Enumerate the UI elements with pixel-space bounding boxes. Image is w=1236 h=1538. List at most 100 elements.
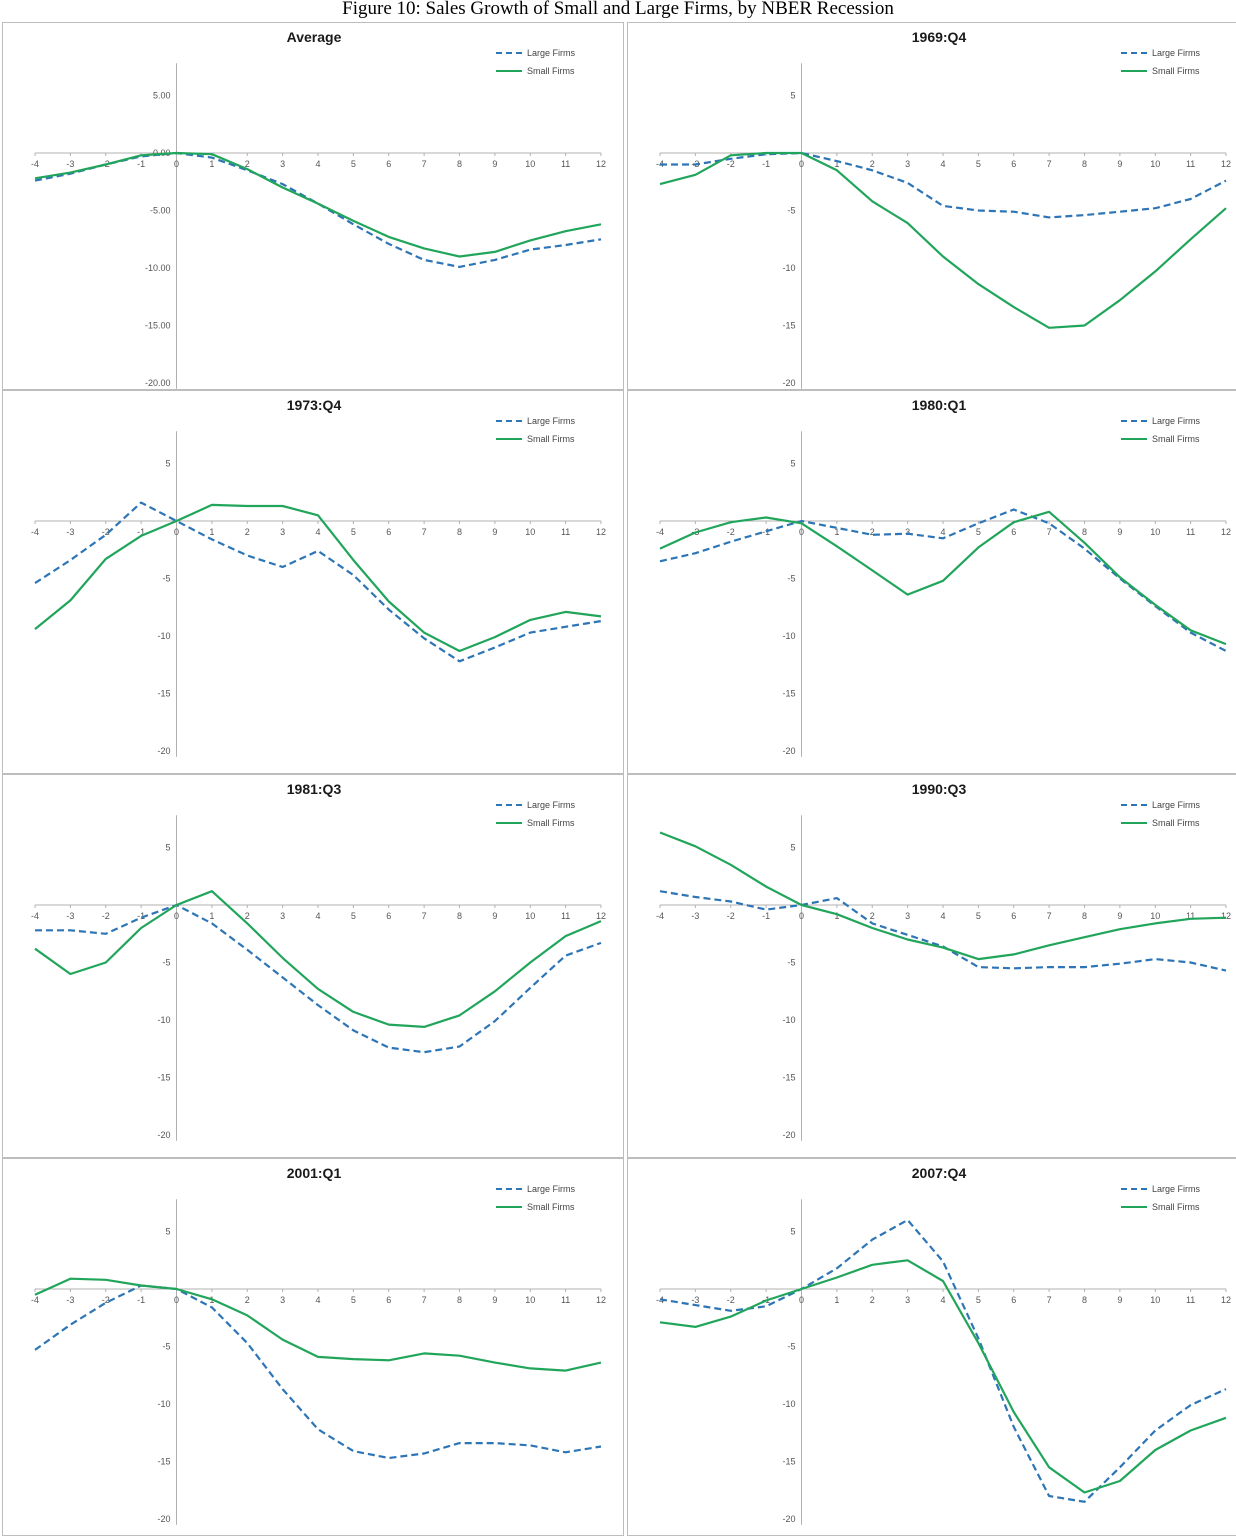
x-tick-label: 7 xyxy=(422,911,427,921)
x-tick-label: 2 xyxy=(245,911,250,921)
y-tick-label: -15 xyxy=(782,321,795,331)
x-tick-label: -3 xyxy=(691,1295,699,1305)
y-tick-label: 5 xyxy=(790,459,795,469)
y-tick-label: -5 xyxy=(162,958,170,968)
x-tick-label: -3 xyxy=(66,1295,74,1305)
x-tick-label: 9 xyxy=(492,527,497,537)
x-tick-label: 7 xyxy=(1047,527,1052,537)
chart-title: 1973:Q4 xyxy=(287,397,342,413)
chart-title: 2007:Q4 xyxy=(912,1165,967,1181)
x-tick-label: 3 xyxy=(905,1295,910,1305)
large-firms-line xyxy=(35,903,602,1054)
x-tick-label: 4 xyxy=(315,911,320,921)
x-tick-label: -2 xyxy=(727,911,735,921)
y-tick-label: -15.00 xyxy=(145,321,171,331)
y-tick-label: -15 xyxy=(157,1457,170,1467)
x-tick-label: 5 xyxy=(351,1295,356,1305)
y-tick-label: -10 xyxy=(782,1399,795,1409)
y-tick-label: -5.00 xyxy=(150,206,171,216)
x-tick-label: 0 xyxy=(174,1295,179,1305)
large-firms-line xyxy=(659,1218,1227,1503)
y-tick-label: -5 xyxy=(162,1342,170,1352)
x-tick-label: 4 xyxy=(940,527,945,537)
x-tick-label: 4 xyxy=(940,911,945,921)
x-tick-label: 3 xyxy=(280,911,285,921)
x-tick-label: 9 xyxy=(1117,911,1122,921)
x-tick-label: -2 xyxy=(727,527,735,537)
x-tick-label: 11 xyxy=(1186,1295,1195,1305)
y-tick-label: -10 xyxy=(782,263,795,273)
x-tick-label: 12 xyxy=(596,159,606,169)
x-tick-label: 6 xyxy=(386,527,391,537)
large-firms-line xyxy=(660,151,1227,219)
figure-title: Figure 10: Sales Growth of Small and Lar… xyxy=(342,0,894,19)
y-tick-label: -5 xyxy=(787,1342,795,1352)
x-tick-label: 7 xyxy=(1047,1295,1052,1305)
y-tick-label: -10 xyxy=(782,1015,795,1025)
chart-panel: 1990:Q3 5 -5 -10 -15 -20 -4 -3 -2 -1 0 1 2 3 4 5 6 7 8 9 10 1… xyxy=(627,774,1236,1158)
y-tick-label: -5 xyxy=(787,958,795,968)
chart-panel: 1980:Q1 5 -5 -10 -15 -20 -4 -3 -2 -1 0 1 2 3 4 5 6 7 8 9 10 1… xyxy=(627,390,1236,774)
x-tick-label: 12 xyxy=(596,527,606,537)
x-tick-label: 11 xyxy=(561,911,570,921)
y-tick-label: -10 xyxy=(157,1015,170,1025)
x-tick-label: 6 xyxy=(386,1295,391,1305)
x-tick-label: 4 xyxy=(940,1295,945,1305)
line-chart: 1981:Q35-5-10-15-20-4 -3 -2 -1 0 1 2 3 4 5 6 7 8 9 10 1… xyxy=(31,781,606,1141)
y-tick-label: -20 xyxy=(157,1514,170,1524)
y-tick-label: -20.00 xyxy=(145,378,171,388)
x-tick-label: -2 xyxy=(727,159,735,169)
legend-label: Large Firms xyxy=(1152,800,1201,810)
line-chart: 1990:Q35-5-10-15-20-4 -3 -2 -1 0 1 2 3 4 5 6 7 8 9 10 1… xyxy=(656,781,1231,1141)
legend-label: Small Firms xyxy=(527,818,575,828)
legend-label: Large Firms xyxy=(527,48,576,58)
y-tick-label: -5 xyxy=(787,574,795,584)
x-tick-label: 9 xyxy=(492,911,497,921)
x-tick-label: 2 xyxy=(870,911,875,921)
y-tick-label: -15 xyxy=(157,1073,170,1083)
x-tick-label: 11 xyxy=(561,527,570,537)
y-tick-label: -10 xyxy=(782,631,795,641)
x-tick-label: 0 xyxy=(799,1295,804,1305)
small-firms-line xyxy=(659,831,1227,961)
x-tick-label: 0 xyxy=(799,159,804,169)
x-tick-label: -3 xyxy=(66,159,74,169)
x-tick-label: 2 xyxy=(245,1295,250,1305)
x-tick-label: 10 xyxy=(525,159,535,169)
x-tick-label: 0 xyxy=(174,159,179,169)
x-tick-label: 1 xyxy=(209,527,214,537)
chart-title: 1969:Q4 xyxy=(912,29,967,45)
x-tick-label: 8 xyxy=(1082,911,1087,921)
x-tick-label: 7 xyxy=(422,1295,427,1305)
x-tick-label: -1 xyxy=(137,159,145,169)
x-tick-label: 7 xyxy=(422,159,427,169)
legend-label: Large Firms xyxy=(527,416,576,426)
x-tick-label: -1 xyxy=(137,911,145,921)
x-tick-label: 1 xyxy=(209,159,214,169)
x-tick-label: 0 xyxy=(174,911,179,921)
x-tick-label: 2 xyxy=(870,527,875,537)
x-tick-label: -3 xyxy=(66,911,74,921)
x-tick-label: 3 xyxy=(280,1295,285,1305)
legend-label: Large Firms xyxy=(527,800,576,810)
small-firms-line xyxy=(34,890,602,1028)
chart-panel: 2001:Q1 5 -5 -10 -15 -20 -4 -3 -2 -1 0 1 2 3 4 5 6 7 8 9 10 1… xyxy=(2,1158,624,1536)
legend-label: Small Firms xyxy=(527,1202,575,1212)
legend-label: Large Firms xyxy=(1152,1184,1201,1194)
x-tick-label: -4 xyxy=(656,911,664,921)
x-tick-label: 12 xyxy=(1221,159,1231,169)
y-tick-label: -20 xyxy=(157,1130,170,1140)
chart-title: 1981:Q3 xyxy=(287,781,342,797)
small-firms-line xyxy=(34,151,602,258)
x-tick-label: 8 xyxy=(457,159,462,169)
small-firms-line xyxy=(34,1277,602,1372)
x-tick-label: 7 xyxy=(1047,159,1052,169)
y-tick-label: -20 xyxy=(782,746,795,756)
x-tick-label: 12 xyxy=(596,1295,606,1305)
chart-title: Average xyxy=(287,29,342,45)
x-tick-label: 2 xyxy=(870,1295,875,1305)
legend-label: Large Firms xyxy=(527,1184,576,1194)
chart-title: 1990:Q3 xyxy=(912,781,967,797)
small-firms-line xyxy=(659,151,1227,329)
